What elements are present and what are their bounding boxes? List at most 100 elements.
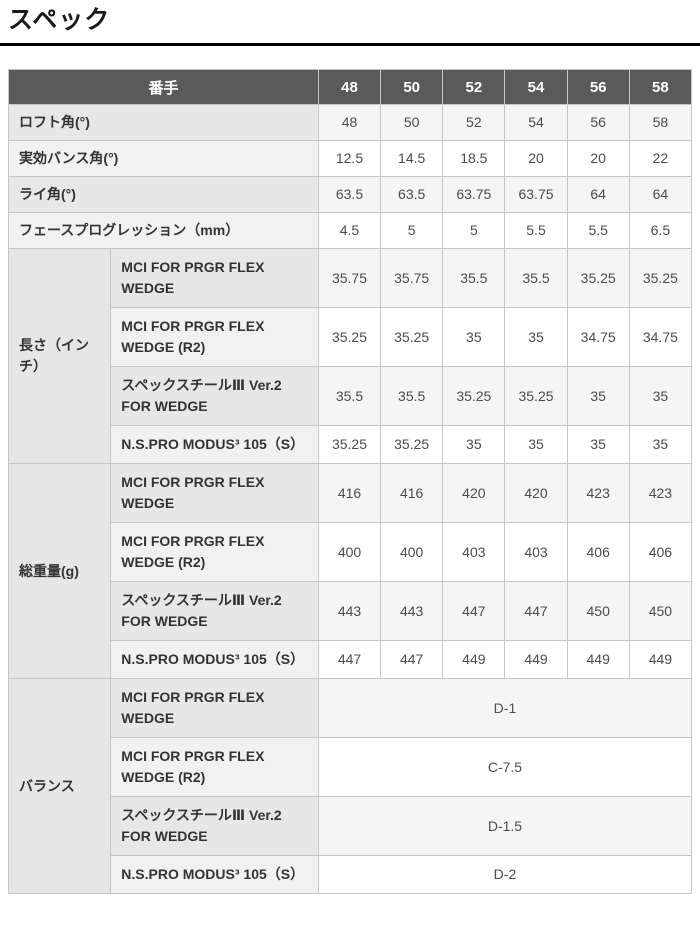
spec-value: 35.5 [504,248,568,308]
header-club-50: 50 [380,69,444,105]
group-row: MCI FOR PRGR FLEX WEDGE (R2) 400 400 403 403… [9,522,693,582]
row-label: ライ角(°) [8,176,319,213]
header-club-56: 56 [566,69,630,105]
shaft-name: MCI FOR PRGR FLEX WEDGE [110,248,319,308]
spec-value: 35.25 [317,425,382,464]
spec-value: 416 [317,463,382,523]
spec-value: 450 [566,581,630,641]
spec-value: 447 [317,640,382,679]
shaft-name: MCI FOR PRGR FLEX WEDGE [110,463,319,523]
spec-value: 64 [628,176,693,213]
spec-value: 20 [566,140,630,177]
spec-value: 64 [566,176,630,213]
spec-value: 22 [628,140,693,177]
title-divider [0,43,700,46]
header-club-52: 52 [442,69,506,105]
spec-value: 403 [504,522,568,582]
spec-value-merged: D-1.5 [317,796,693,856]
group-row: 総重量(g) MCI FOR PRGR FLEX WEDGE 416 416 420 42… [7,463,693,679]
spec-value: 406 [566,522,630,582]
spec-row: ライ角(°) 63.5 63.5 63.75 63.75 64 64 [8,176,693,213]
spec-value: 35.25 [628,248,693,308]
spec-value: 449 [442,640,506,679]
spec-value: 4.5 [317,212,382,249]
shaft-name: N.S.PRO MODUS³ 105（S） [110,855,319,894]
spec-value: 63.75 [504,176,568,213]
shaft-name: N.S.PRO MODUS³ 105（S） [110,640,319,679]
spec-value: 12.5 [317,140,382,177]
group-row: 長さ（インチ） MCI FOR PRGR FLEX WEDGE 35.75 35.75… [7,248,693,464]
spec-row: 実効バンス角(°) 12.5 14.5 18.5 20 20 22 [8,140,693,177]
spec-table: 番手 48 50 52 54 56 58 ロフト角(°) 48 50 52 54 56 58 実効バンス角… [7,69,693,894]
shaft-name: MCI FOR PRGR FLEX WEDGE (R2) [110,307,319,367]
spec-value: 447 [442,581,506,641]
spec-value: 52 [442,104,506,141]
spec-value: 35 [628,425,693,464]
spec-value: 35 [566,425,630,464]
spec-value-merged: D-2 [317,855,693,894]
spec-value: 35.25 [380,307,444,367]
spec-value: 35 [566,366,630,426]
spec-value: 5 [380,212,444,249]
group-row: スペックスチールⅢ Ver.2 FOR WEDGE 35.5 35.5 35.25 35… [9,366,693,426]
spec-value: 35.75 [317,248,382,308]
spec-value: 447 [504,581,568,641]
spec-value: 423 [566,463,630,523]
spec-value: 35.5 [380,366,444,426]
group-label: 長さ（インチ） [7,248,112,464]
spec-value: 35.25 [380,425,444,464]
group-row: N.S.PRO MODUS³ 105（S） D-2 [9,855,693,894]
spec-table-head: 番手 48 50 52 54 56 58 [8,69,693,105]
spec-value: 420 [504,463,568,523]
spec-value: 35 [628,366,693,426]
spec-value: 35.25 [442,366,506,426]
spec-value: 63.5 [317,176,382,213]
row-label: 実効バンス角(°) [8,140,319,177]
spec-value: 443 [317,581,382,641]
spec-value: 443 [380,581,444,641]
group-label: バランス [7,678,112,894]
spec-value: 56 [566,104,630,141]
spec-value: 35.25 [566,248,630,308]
spec-value: 400 [317,522,382,582]
spec-value: 50 [380,104,444,141]
spec-value: 5.5 [504,212,568,249]
spec-value: 35 [504,307,568,367]
spec-value: 18.5 [442,140,506,177]
header-club-48: 48 [317,69,382,105]
group-row: MCI FOR PRGR FLEX WEDGE (R2) C-7.5 [9,737,693,797]
shaft-name: MCI FOR PRGR FLEX WEDGE [110,678,319,738]
spec-value: 449 [504,640,568,679]
spec-value: 63.5 [380,176,444,213]
header-row: 番手 48 50 52 54 56 58 [8,69,693,105]
shaft-name: スペックスチールⅢ Ver.2 FOR WEDGE [110,581,319,641]
spec-value: 34.75 [566,307,630,367]
spec-value: 35.25 [317,307,382,367]
spec-value: 35.75 [380,248,444,308]
header-club-58: 58 [628,69,693,105]
spec-value: 6.5 [628,212,693,249]
spec-value: 423 [628,463,693,523]
spec-value: 58 [628,104,693,141]
group-row: MCI FOR PRGR FLEX WEDGE (R2) 35.25 35.25 35… [9,307,693,367]
spec-row: フェースプログレッション（mm） 4.5 5 5 5.5 5.5 6.5 [8,212,693,249]
spec-value: 35 [504,425,568,464]
group-row: N.S.PRO MODUS³ 105（S） 447 447 449 449 449 449 [9,640,693,679]
group-row: スペックスチールⅢ Ver.2 FOR WEDGE 443 443 447 447 450… [9,581,693,641]
shaft-name: スペックスチールⅢ Ver.2 FOR WEDGE [110,366,319,426]
spec-value: 400 [380,522,444,582]
spec-value: 63.75 [442,176,506,213]
spec-value: 35.5 [442,248,506,308]
header-club-54: 54 [504,69,568,105]
page-title: スペック [8,6,111,34]
spec-value: 48 [317,104,382,141]
spec-value: 5.5 [566,212,630,249]
header-club-label: 番手 [8,69,319,105]
spec-value: 449 [566,640,630,679]
spec-table-body: ロフト角(°) 48 50 52 54 56 58 実効バンス角(°) 12.5 14.5 18.5… [7,104,693,894]
spec-value: 447 [380,640,444,679]
shaft-name: スペックスチールⅢ Ver.2 FOR WEDGE [110,796,319,856]
spec-value: 35.25 [504,366,568,426]
row-label: ロフト角(°) [8,104,319,141]
